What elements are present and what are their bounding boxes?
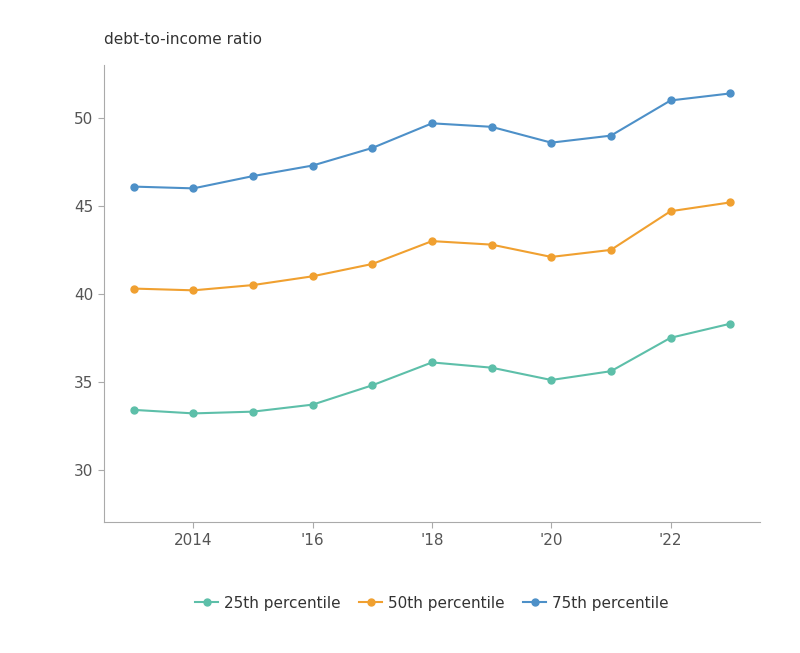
75th percentile	[248, 172, 258, 180]
75th percentile	[367, 144, 377, 152]
25th percentile	[606, 367, 616, 375]
25th percentile	[129, 406, 138, 414]
50th percentile	[606, 246, 616, 254]
75th percentile	[606, 132, 616, 140]
50th percentile	[487, 241, 497, 249]
25th percentile	[546, 376, 556, 384]
25th percentile	[367, 381, 377, 389]
50th percentile	[427, 237, 437, 245]
50th percentile	[367, 260, 377, 268]
Line: 50th percentile: 50th percentile	[130, 199, 734, 294]
75th percentile	[308, 161, 318, 169]
50th percentile	[666, 207, 675, 215]
25th percentile	[308, 401, 318, 409]
25th percentile	[427, 358, 437, 366]
50th percentile	[726, 199, 735, 206]
75th percentile	[129, 183, 138, 191]
50th percentile	[308, 272, 318, 280]
75th percentile	[726, 89, 735, 97]
50th percentile	[189, 287, 198, 295]
75th percentile	[487, 123, 497, 131]
25th percentile	[487, 364, 497, 372]
50th percentile	[546, 253, 556, 261]
50th percentile	[248, 281, 258, 289]
75th percentile	[666, 97, 675, 104]
75th percentile	[546, 138, 556, 146]
25th percentile	[189, 409, 198, 417]
Text: debt-to-income ratio: debt-to-income ratio	[104, 32, 262, 47]
50th percentile	[129, 285, 138, 293]
25th percentile	[248, 407, 258, 415]
Line: 75th percentile: 75th percentile	[130, 90, 734, 192]
75th percentile	[189, 184, 198, 192]
Legend: 25th percentile, 50th percentile, 75th percentile: 25th percentile, 50th percentile, 75th p…	[189, 590, 675, 616]
Line: 25th percentile: 25th percentile	[130, 320, 734, 417]
25th percentile	[726, 320, 735, 328]
25th percentile	[666, 334, 675, 342]
75th percentile	[427, 119, 437, 127]
